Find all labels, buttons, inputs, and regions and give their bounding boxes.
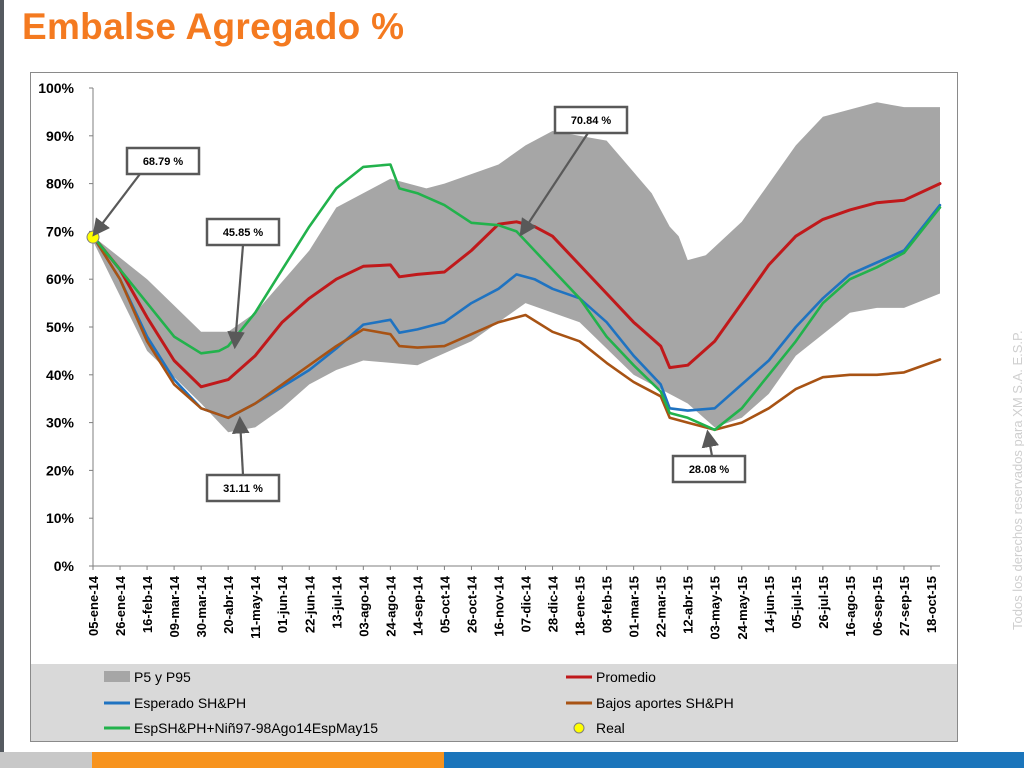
annotation-box — [205, 473, 281, 503]
annotation-box — [125, 146, 201, 176]
x-tick-label: 05-jul-15 — [789, 576, 804, 629]
legend-label: Real — [596, 720, 625, 736]
copyright-watermark: Todos los derechos reservados para XM S.… — [1010, 330, 1024, 630]
y-tick-label: 10% — [46, 510, 75, 526]
footer-bar-blue — [444, 752, 1024, 768]
annotation-label: 31.11 % — [223, 483, 263, 495]
legend-label: Promedio — [596, 669, 656, 685]
x-tick-label: 27-sep-15 — [897, 576, 912, 636]
x-tick-label: 12-abr-15 — [681, 576, 696, 634]
x-tick-label: 26-ene-14 — [113, 575, 128, 636]
x-tick-label: 22-jun-14 — [302, 575, 317, 633]
y-tick-label: 20% — [46, 462, 75, 478]
x-tick-label: 22-mar-15 — [654, 576, 669, 637]
y-tick-label: 100% — [38, 80, 74, 96]
x-tick-label: 14-sep-14 — [410, 575, 425, 636]
x-tick-label: 30-mar-14 — [194, 575, 209, 637]
x-tick-label: 05-ene-14 — [86, 575, 101, 636]
legend-label: P5 y P95 — [134, 669, 191, 685]
series-line — [91, 234, 942, 432]
x-tick-label: 06-sep-15 — [870, 576, 885, 636]
x-tick-label: 01-mar-15 — [627, 576, 642, 637]
x-tick-label: 16-feb-14 — [140, 575, 155, 633]
x-tick-label: 01-jun-14 — [275, 575, 290, 633]
y-tick-label: 50% — [46, 319, 75, 335]
x-tick-label: 11-may-14 — [248, 575, 263, 639]
annotation-label: 68.79 % — [143, 156, 184, 168]
legend-swatch-band — [104, 671, 130, 682]
annotation-box — [553, 105, 629, 135]
x-tick-label: 18-oct-15 — [924, 576, 939, 633]
x-tick-label: 26-oct-14 — [464, 575, 479, 633]
legend-area — [31, 664, 957, 741]
x-tick-label: 09-mar-14 — [167, 575, 182, 637]
real-marker — [86, 230, 100, 244]
footer-bar-orange — [92, 752, 444, 768]
x-tick-label: 28-dic-14 — [546, 575, 561, 632]
x-tick-label: 05-oct-14 — [437, 575, 452, 633]
legend-label: EspSH&PH+Niñ97-98Ago14EspMay15 — [134, 720, 378, 736]
left-border-rule — [0, 0, 4, 768]
x-tick-label: 18-ene-15 — [573, 576, 588, 636]
x-tick-label: 07-dic-14 — [519, 575, 534, 632]
series-line — [91, 182, 942, 389]
x-tick-label: 13-jul-14 — [329, 575, 344, 629]
annotation-arrow — [92, 173, 141, 237]
y-tick-label: 60% — [46, 271, 75, 287]
y-tick-label: 40% — [46, 367, 75, 383]
y-tick-label: 90% — [46, 128, 75, 144]
x-tick-label: 16-ago-15 — [843, 576, 858, 637]
page-title: Embalse Agregado % — [22, 6, 405, 47]
x-tick-label: 20-abr-14 — [221, 575, 236, 634]
annotation-arrow — [701, 429, 719, 457]
annotation-label: 28.08 % — [689, 464, 730, 476]
x-tick-label: 16-nov-14 — [491, 575, 506, 636]
x-tick-label: 03-may-15 — [708, 576, 723, 640]
legend-label: Bajos aportes SH&PH — [596, 695, 734, 711]
x-tick-label: 24-may-15 — [735, 576, 750, 640]
y-tick-label: 30% — [46, 415, 75, 431]
annotation-arrow — [227, 244, 245, 350]
x-tick-label: 24-ago-14 — [383, 575, 398, 636]
annotation-label: 70.84 % — [571, 115, 612, 127]
x-tick-label: 14-jun-15 — [762, 576, 777, 633]
annotation-label: 45.85 % — [223, 227, 264, 239]
annotation-box — [671, 454, 747, 484]
footer-bar-gray — [0, 752, 92, 768]
y-tick-label: 0% — [54, 558, 75, 574]
series-line — [91, 163, 942, 432]
band-p5-p95 — [93, 102, 940, 433]
x-tick-label: 26-jul-15 — [816, 576, 831, 629]
x-tick-label: 03-ago-14 — [356, 575, 371, 636]
y-tick-label: 80% — [46, 176, 75, 192]
legend-label: Esperado SH&PH — [134, 695, 246, 711]
legend-swatch-marker — [573, 722, 585, 734]
annotation-arrow — [231, 415, 250, 476]
annotation-arrow — [519, 132, 589, 237]
annotation-box — [205, 217, 281, 247]
x-tick-label: 08-feb-15 — [600, 576, 615, 633]
y-tick-label: 70% — [46, 223, 75, 239]
